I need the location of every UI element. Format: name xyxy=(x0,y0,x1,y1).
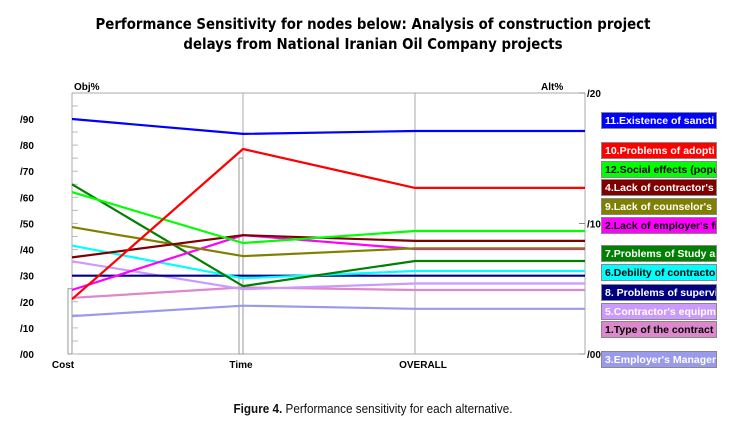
legend-item: 12.Social effects (popu xyxy=(601,161,717,178)
y-tick-label: /80 xyxy=(20,141,34,152)
series-line xyxy=(71,234,585,292)
series-line xyxy=(71,234,585,259)
legend-item: 5.Contractor's equipm xyxy=(601,303,717,320)
y-axis-label-right: Alt% xyxy=(541,82,563,93)
series-line xyxy=(71,147,585,301)
legend-item: 4.Lack of contractor's xyxy=(601,179,717,196)
y-tick-label: /50 xyxy=(20,219,34,230)
y-tick-label: /20 xyxy=(20,298,34,309)
right-tick-label: /20 xyxy=(587,89,601,100)
series-line xyxy=(71,183,585,288)
y-tick-label: /70 xyxy=(20,167,34,178)
chart-title-line1: Performance Sensitivity for nodes below:… xyxy=(95,15,651,33)
legend-item: 2.Lack of employer's fi xyxy=(601,217,717,234)
series-line xyxy=(71,226,585,258)
legend-item: 8. Problems of supervi xyxy=(601,284,717,301)
x-tick-label: Cost xyxy=(52,360,75,371)
y-tick-label: /10 xyxy=(20,324,34,335)
y-tick-label: /60 xyxy=(20,193,34,204)
figure-caption: Figure 4. Performance sensitivity for ea… xyxy=(37,401,708,416)
series-line xyxy=(71,304,585,318)
series-line xyxy=(71,191,585,245)
series-line xyxy=(71,286,585,299)
series-line xyxy=(71,117,585,135)
legend-item: 11.Existence of sancti xyxy=(601,112,717,129)
chart-title: Performance Sensitivity for nodes below:… xyxy=(52,14,694,54)
x-tick-label: Time xyxy=(229,360,253,371)
chart-title-line2: delays from National Iranian Oil Company… xyxy=(183,35,563,53)
criterion-weight-bar xyxy=(67,288,73,355)
y-tick-label: /90 xyxy=(20,115,34,126)
y-tick-label: /40 xyxy=(20,246,34,257)
legend-item: 7.Problems of Study a xyxy=(601,245,717,262)
y-tick-label: /30 xyxy=(20,272,34,283)
y-tick-label: /00 xyxy=(20,350,34,361)
legend-item: 9.Lack of counselor's xyxy=(601,198,717,215)
right-tick-label: /00 xyxy=(587,350,601,361)
caption-label: Figure 4. xyxy=(233,401,283,416)
right-tick-label: /10 xyxy=(587,220,601,231)
y-axis-label-left: Obj% xyxy=(74,82,100,93)
legend-item: 6.Debility of contractor xyxy=(601,264,717,281)
legend-item: 3.Employer's Manageri xyxy=(601,351,717,368)
x-tick-label: OVERALL xyxy=(399,360,447,371)
sensitivity-chart: /00/10/20/30/40/50/60/70/80/90/00/10/20 O… xyxy=(20,82,601,371)
legend-item: 1.Type of the contract xyxy=(601,321,717,338)
legend-item: 10.Problems of adopti xyxy=(601,142,717,159)
caption-text: Performance sensitivity for each alterna… xyxy=(282,401,513,416)
